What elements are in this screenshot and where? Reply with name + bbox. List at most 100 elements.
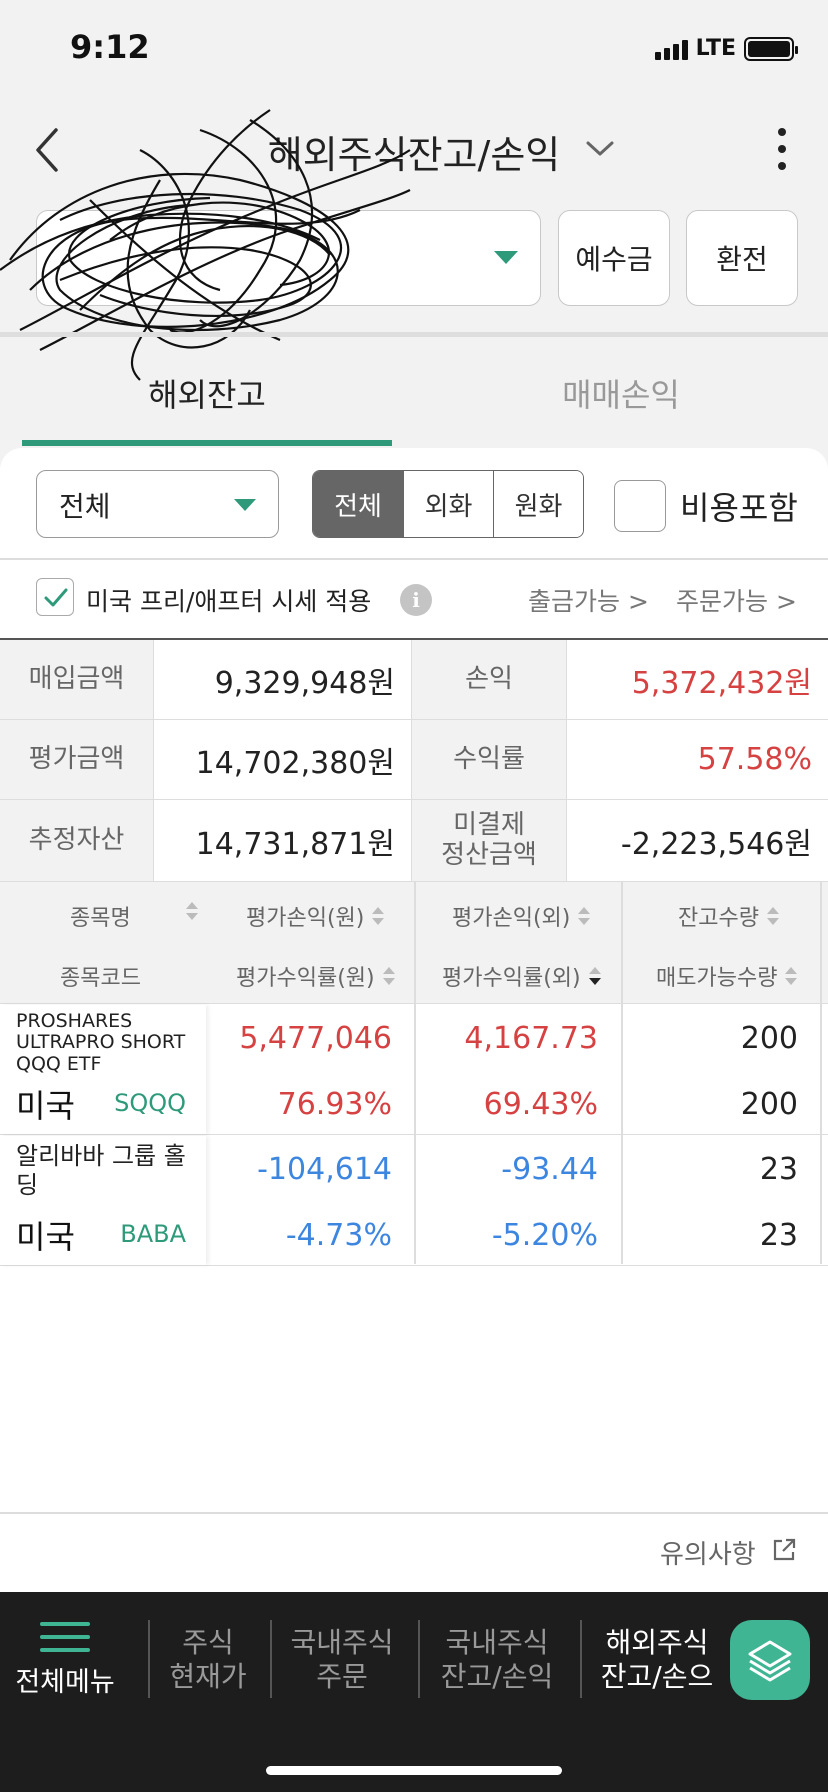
return-fx: 69.43% xyxy=(483,1087,598,1122)
exchange-button[interactable]: 환전 xyxy=(686,210,798,306)
divider xyxy=(0,332,828,337)
active-tab-indicator xyxy=(22,440,392,446)
unsettled-label-line2: 정산금액 xyxy=(441,839,537,870)
summary-row: 추정자산 14,731,871원 미결제 정산금액 -2,223,546원 xyxy=(0,800,828,882)
segment-all[interactable]: 전체 xyxy=(313,471,403,537)
purchase-amount-value: 9,329,948원 xyxy=(154,640,412,719)
return-krw: -4.73% xyxy=(285,1218,392,1253)
eval-amount-value: 14,702,380원 xyxy=(154,720,412,799)
header-stock-name[interactable]: 종목명 xyxy=(70,906,131,931)
column-divider xyxy=(414,882,416,1264)
dropdown-arrow-icon xyxy=(494,251,518,264)
est-assets-label: 추정자산 xyxy=(0,800,154,881)
include-cost-checkbox[interactable] xyxy=(614,480,666,532)
battery-icon xyxy=(744,36,798,61)
unsettled-label-line1: 미결제 xyxy=(453,809,525,840)
pre-after-market-checkbox[interactable] xyxy=(36,578,74,616)
segment-foreign[interactable]: 외화 xyxy=(403,471,493,537)
stock-code: SQQQ xyxy=(114,1089,186,1117)
segment-krw[interactable]: 원화 xyxy=(493,471,583,537)
pnl-fx: 4,167.73 xyxy=(464,1021,598,1056)
page-title[interactable]: 해외주식잔고/손익 xyxy=(267,133,561,177)
column-divider xyxy=(820,882,822,1264)
tab-overseas-balance[interactable]: 해외잔고 xyxy=(148,376,266,414)
stock-country: 미국 xyxy=(16,1087,75,1125)
stock-name: PROSHARES ULTRAPRO SHORT QQQ ETF xyxy=(16,1010,186,1075)
header-sellable[interactable]: 매도가능수량 xyxy=(656,960,798,992)
return-krw: 76.93% xyxy=(277,1087,392,1122)
home-indicator xyxy=(266,1766,562,1775)
divider xyxy=(0,558,828,560)
info-icon[interactable]: i xyxy=(400,584,432,616)
network-label: LTE xyxy=(695,36,736,61)
nav-divider xyxy=(270,1620,272,1698)
orderable-link[interactable]: 주문가능 > xyxy=(676,587,797,616)
withdrawable-link[interactable]: 출금가능 > xyxy=(528,587,649,616)
bottom-nav-bar xyxy=(0,1592,828,1792)
quantity: 200 xyxy=(740,1021,798,1056)
sort-icon[interactable] xyxy=(178,902,198,920)
tab-trading-pnl[interactable]: 매매손익 xyxy=(562,376,680,414)
sort-icon xyxy=(766,907,779,925)
category-select-value: 전체 xyxy=(59,490,111,523)
kebab-menu-icon xyxy=(778,128,786,136)
deposit-button[interactable]: 예수금 xyxy=(558,210,670,306)
nav-overseas-balance[interactable]: 해외주식 잔고/손으 xyxy=(600,1626,714,1693)
account-select[interactable] xyxy=(36,210,541,306)
purchase-amount-label: 매입금액 xyxy=(0,640,154,719)
summary-row: 매입금액 9,329,948원 손익 5,372,432원 xyxy=(0,640,828,720)
pnl-label: 손익 xyxy=(412,640,567,719)
sellable-quantity: 23 xyxy=(759,1218,798,1253)
category-select[interactable]: 전체 xyxy=(36,470,279,538)
layers-button[interactable] xyxy=(730,1620,810,1700)
stock-name-cell[interactable]: 알리바바 그룹 홀딩 미국 BABA xyxy=(0,1136,206,1265)
sort-icon xyxy=(372,907,385,925)
signal-icon xyxy=(654,38,688,60)
stock-country: 미국 xyxy=(16,1218,75,1256)
stock-name-cell[interactable]: PROSHARES ULTRAPRO SHORT QQQ ETF 미국 SQQQ xyxy=(0,1005,206,1134)
header-pnl-fx[interactable]: 평가손익(외) xyxy=(452,900,591,932)
summary-row: 평가금액 14,702,380원 수익률 57.58% xyxy=(0,720,828,800)
header-pnl-krw[interactable]: 평가손익(원) xyxy=(246,900,385,932)
status-time: 9:12 xyxy=(70,28,150,66)
nav-domestic-balance[interactable]: 국내주식 잔고/손익 xyxy=(440,1626,554,1693)
column-divider xyxy=(621,882,623,1264)
nav-divider xyxy=(148,1620,150,1698)
hamburger-icon[interactable] xyxy=(40,1622,90,1652)
header-stock-code: 종목코드 xyxy=(60,966,141,991)
header-return-fx[interactable]: 평가수익률(외) xyxy=(442,960,601,992)
include-cost-label[interactable]: 비용포함 xyxy=(680,489,798,527)
notice-link[interactable]: 유의사항 xyxy=(660,1540,756,1570)
pnl-fx: -93.44 xyxy=(501,1152,598,1187)
return-rate-label: 수익률 xyxy=(412,720,567,799)
sort-icon xyxy=(578,907,591,925)
check-icon xyxy=(44,588,68,607)
status-indicators: LTE xyxy=(654,36,798,61)
currency-segmented-control[interactable]: 전체 외화 원화 xyxy=(312,470,584,538)
header-return-krw[interactable]: 평가수익률(원) xyxy=(236,960,395,992)
stock-code: BABA xyxy=(120,1220,186,1248)
sort-icon xyxy=(785,967,798,985)
all-menu-label[interactable]: 전체메뉴 xyxy=(15,1667,115,1698)
unsettled-value: -2,223,546원 xyxy=(620,826,812,862)
pre-after-market-label[interactable]: 미국 프리/애프터 시세 적용 xyxy=(86,587,372,616)
more-menu-button[interactable] xyxy=(760,124,804,174)
pnl-krw: -104,614 xyxy=(257,1152,392,1187)
nav-stock-price[interactable]: 주식 현재가 xyxy=(169,1626,247,1693)
sellable-quantity: 200 xyxy=(740,1087,798,1122)
return-fx: -5.20% xyxy=(491,1218,598,1253)
external-link-icon[interactable] xyxy=(770,1536,798,1564)
nav-divider xyxy=(418,1620,420,1698)
summary-grid: 매입금액 9,329,948원 손익 5,372,432원 평가금액 14,70… xyxy=(0,638,828,882)
sort-icon xyxy=(382,967,395,985)
divider xyxy=(0,1512,828,1514)
nav-domestic-order[interactable]: 국내주식 주문 xyxy=(290,1626,394,1693)
est-assets-value: 14,731,871원 xyxy=(154,800,412,881)
title-dropdown-button[interactable] xyxy=(580,134,620,164)
all-menu-button[interactable] xyxy=(0,1592,130,1722)
dropdown-arrow-icon xyxy=(234,499,256,511)
pnl-krw: 5,477,046 xyxy=(239,1021,392,1056)
stock-name: 알리바바 그룹 홀딩 xyxy=(16,1142,186,1199)
layers-icon xyxy=(748,1640,792,1682)
header-quantity[interactable]: 잔고수량 xyxy=(678,900,779,932)
